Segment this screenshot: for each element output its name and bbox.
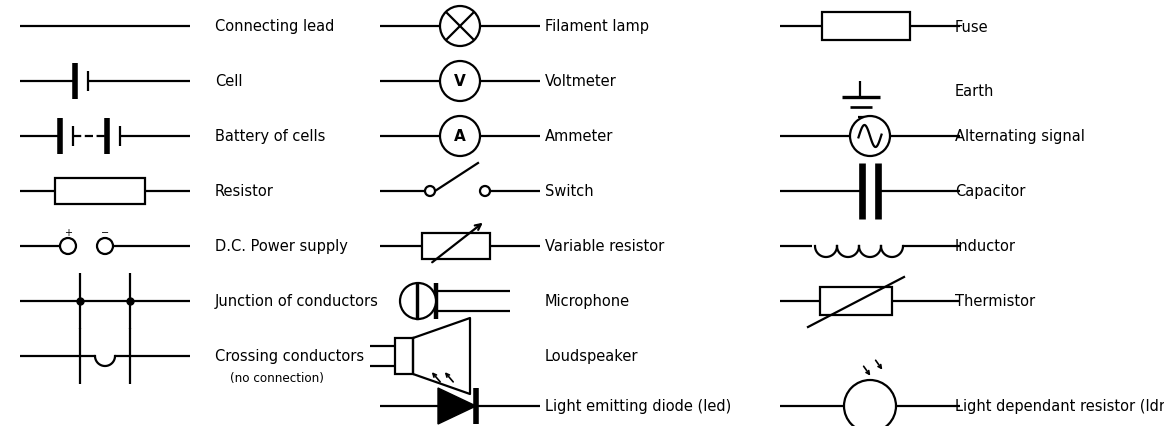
Text: Voltmeter: Voltmeter (545, 74, 617, 89)
Circle shape (440, 7, 480, 47)
Circle shape (61, 239, 76, 254)
Text: Connecting lead: Connecting lead (215, 20, 334, 35)
Text: Light dependant resistor (ldr): Light dependant resistor (ldr) (954, 399, 1164, 414)
Text: Cell: Cell (215, 74, 242, 89)
Text: (no connection): (no connection) (230, 371, 324, 385)
Text: Battery of cells: Battery of cells (215, 129, 326, 144)
Bar (819, 287, 892, 315)
Text: Resistor: Resistor (215, 184, 274, 199)
Text: V: V (454, 74, 466, 89)
Text: Microphone: Microphone (545, 294, 630, 309)
Text: Light emitting diode (led): Light emitting diode (led) (545, 399, 731, 414)
Text: Variable resistor: Variable resistor (545, 239, 665, 254)
Text: Loudspeaker: Loudspeaker (545, 349, 639, 364)
Text: Inductor: Inductor (954, 239, 1016, 254)
Bar (423, 233, 490, 259)
Circle shape (97, 239, 113, 254)
Bar (395, 338, 413, 374)
Text: Ammeter: Ammeter (545, 129, 613, 144)
Text: D.C. Power supply: D.C. Power supply (215, 239, 348, 254)
Polygon shape (438, 388, 476, 424)
Circle shape (480, 187, 490, 196)
Text: +: + (64, 227, 72, 237)
Circle shape (440, 117, 480, 157)
Circle shape (400, 283, 436, 319)
Circle shape (425, 187, 435, 196)
Text: Filament lamp: Filament lamp (545, 20, 650, 35)
Text: Earth: Earth (954, 84, 994, 99)
Text: Switch: Switch (545, 184, 594, 199)
Text: Thermistor: Thermistor (954, 294, 1035, 309)
Text: Alternating signal: Alternating signal (954, 129, 1085, 144)
Text: A: A (454, 129, 466, 144)
Circle shape (440, 62, 480, 102)
Bar (55, 178, 146, 204)
Bar (822, 13, 910, 41)
Text: Junction of conductors: Junction of conductors (215, 294, 378, 309)
Text: −: − (101, 227, 109, 237)
Text: Fuse: Fuse (954, 20, 988, 35)
Text: Crossing conductors: Crossing conductors (215, 349, 364, 364)
Circle shape (850, 117, 890, 157)
Text: Capacitor: Capacitor (954, 184, 1025, 199)
Circle shape (844, 380, 896, 426)
